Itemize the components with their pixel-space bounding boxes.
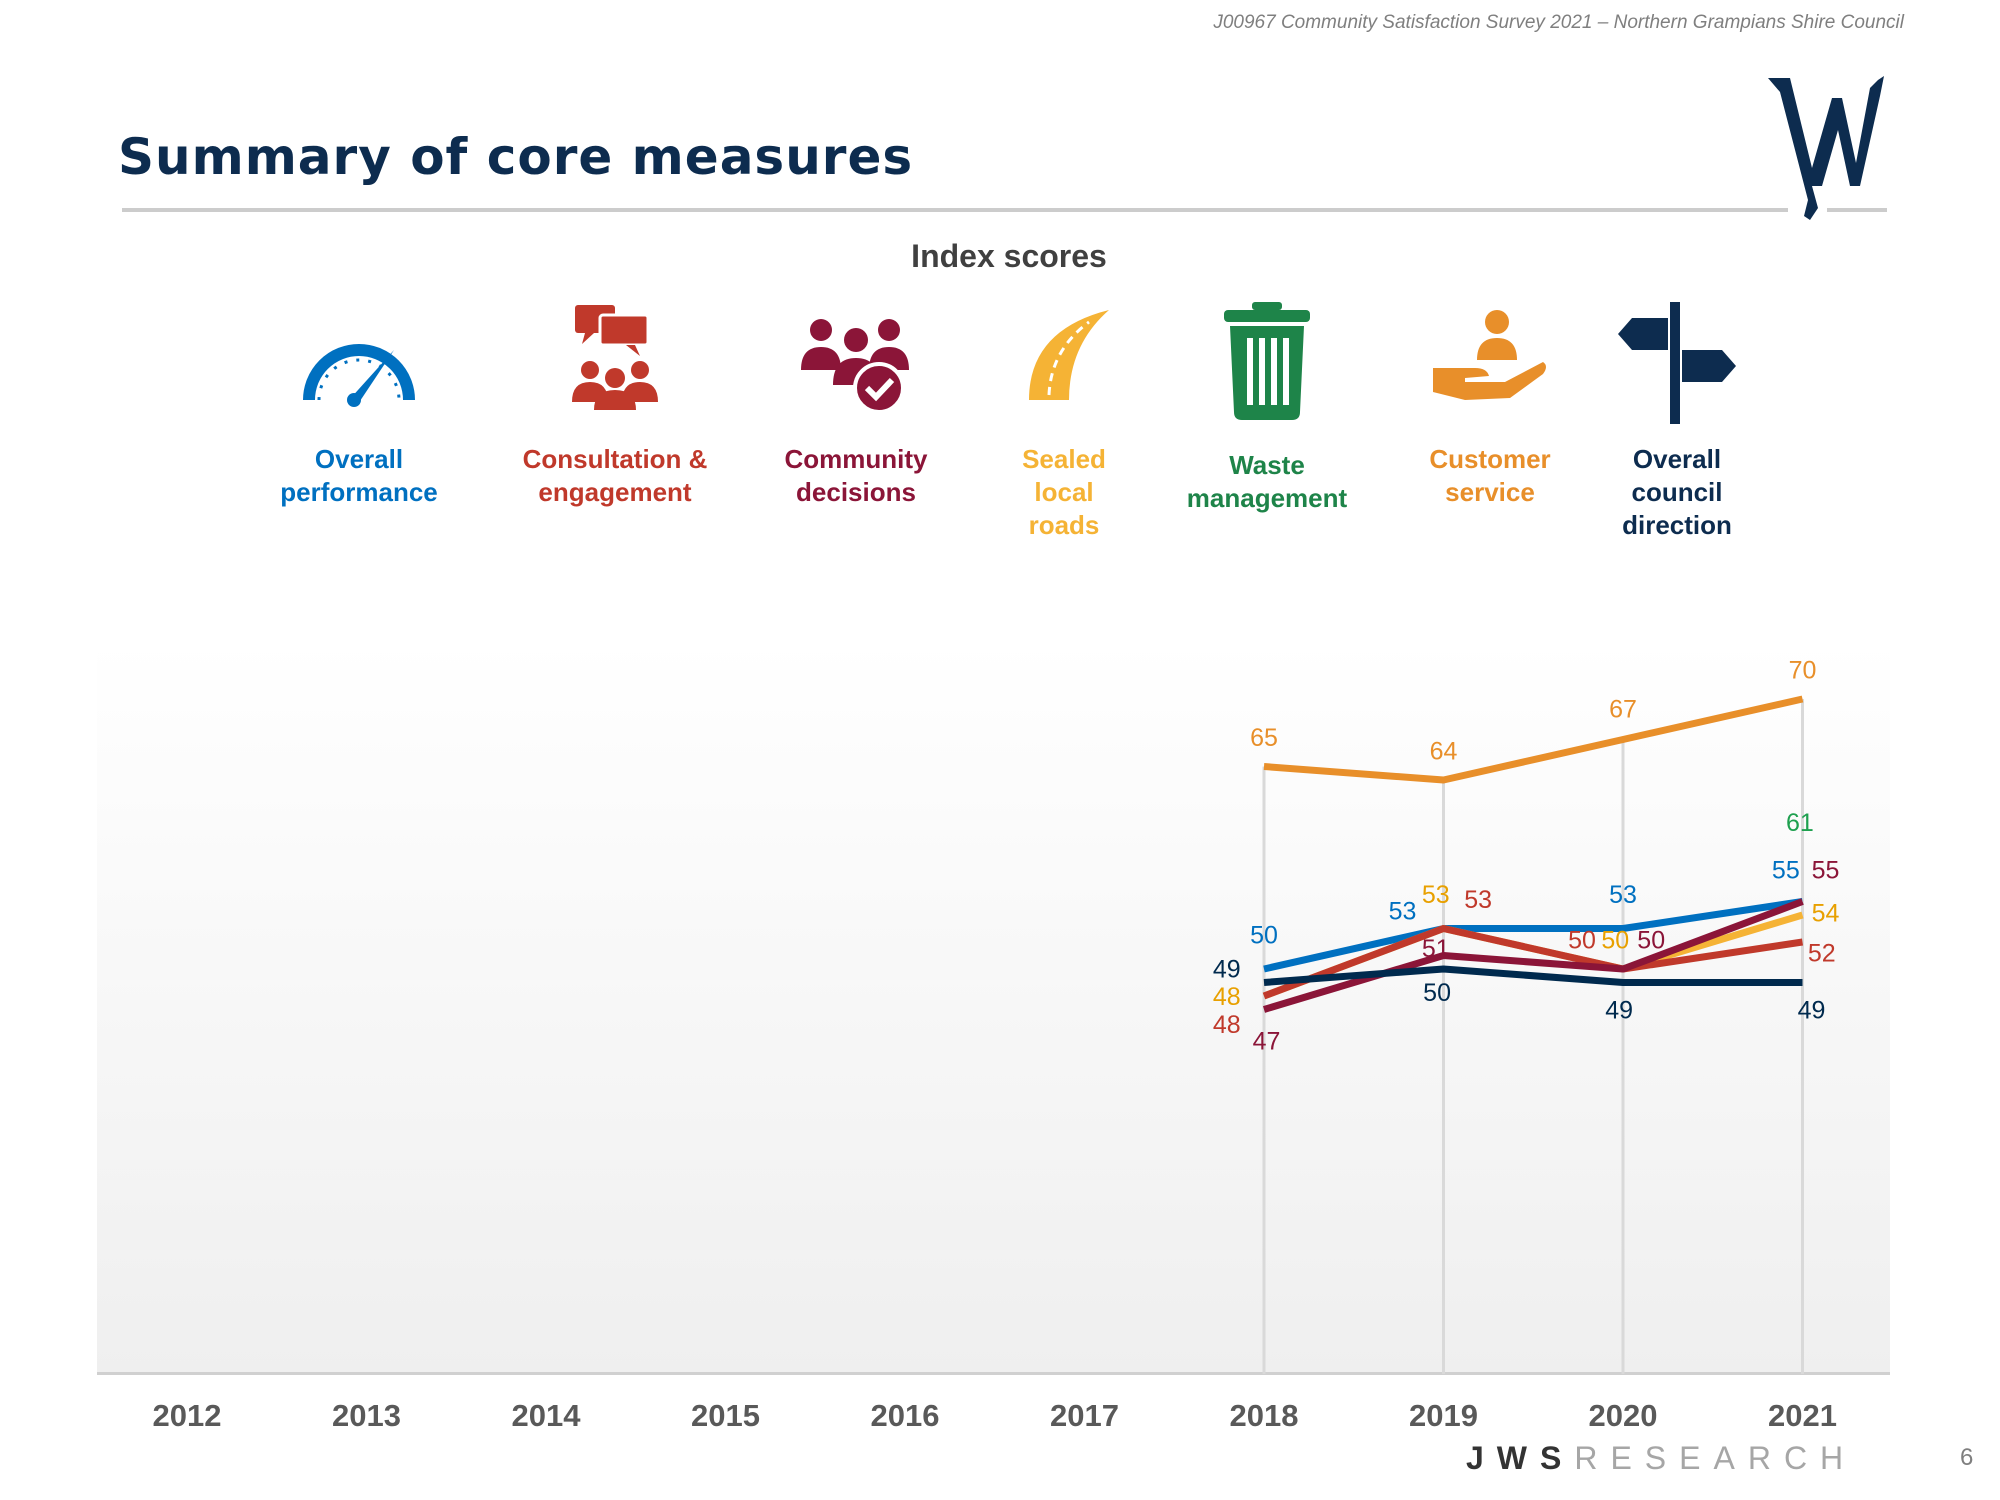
measure-label: Overall council direction	[1557, 443, 1797, 542]
data-label: 47	[1253, 1027, 1281, 1055]
measure-label: Overall performance	[239, 443, 479, 509]
document-header: J00967 Community Satisfaction Survey 202…	[1213, 12, 1904, 33]
data-label: 70	[1789, 657, 1817, 685]
data-label: 49	[1798, 996, 1826, 1024]
data-label: 53	[1464, 886, 1492, 914]
x-tick-label: 2012	[152, 1398, 222, 1433]
data-label: 53	[1609, 881, 1637, 909]
x-tick-label: 2017	[1050, 1398, 1119, 1433]
page-number: 6	[1960, 1444, 1974, 1471]
trash-bin-icon	[1224, 302, 1310, 420]
measure-label-line: direction	[1622, 510, 1732, 540]
hand-person-icon	[1433, 310, 1546, 400]
measure-label-line: local	[1034, 477, 1094, 507]
measure-overall-performance: Overall performance	[239, 300, 479, 509]
measure-sealed-local-roads: Sealed local roads	[944, 300, 1184, 542]
road-icon	[1029, 310, 1109, 400]
measure-label-line: Overall	[314, 444, 404, 474]
data-label: 54	[1812, 899, 1840, 927]
chart-plot-area	[97, 640, 1890, 1374]
jws-logo	[1768, 76, 1884, 220]
data-label: 53	[1422, 881, 1450, 909]
data-label: 49	[1213, 955, 1241, 983]
x-axis-line	[97, 1372, 1890, 1375]
speedometer-icon	[303, 344, 415, 407]
data-label: 50	[1568, 927, 1596, 955]
data-label: 61	[1786, 809, 1814, 837]
people-speech-icon	[572, 305, 658, 410]
measure-label: Sealed local roads	[944, 443, 1184, 542]
measure-label-line: council	[1631, 477, 1723, 507]
measure-label-line: decisions	[796, 477, 916, 507]
measure-label: Waste management	[1147, 449, 1387, 515]
measure-overall-council-direction: Overall council direction	[1557, 300, 1797, 542]
x-tick-label: 2014	[511, 1398, 581, 1433]
data-label: 52	[1808, 939, 1836, 967]
x-tick-label: 2021	[1768, 1398, 1837, 1433]
chart-subtitle: Index scores	[911, 238, 1107, 274]
measure-label-line: Waste	[1229, 450, 1305, 480]
footer-brand-light: RESEARCH	[1574, 1440, 1857, 1476]
data-label: 53	[1389, 898, 1417, 926]
measure-consultation-engagement: Consultation & engagement	[495, 300, 735, 509]
data-label: 65	[1250, 724, 1278, 752]
data-label: 50	[1637, 927, 1665, 955]
series-line-customer-service	[1263, 695, 1804, 784]
measure-label-line: management	[1186, 483, 1348, 513]
measure-label-line: Consultation &	[522, 444, 708, 474]
data-label: 50	[1601, 927, 1629, 955]
data-label: 51	[1422, 935, 1450, 963]
page-title: Summary of core measures	[118, 128, 914, 186]
x-tick-label: 2018	[1229, 1398, 1299, 1433]
x-tick-label: 2019	[1409, 1398, 1478, 1433]
measure-label: Community decisions	[736, 443, 976, 509]
data-label: 50	[1423, 979, 1451, 1007]
data-label: 55	[1812, 856, 1840, 884]
measure-label-line: performance	[280, 477, 438, 507]
data-label: 48	[1213, 983, 1241, 1011]
measure-label-line: engagement	[538, 477, 692, 507]
x-tick-label: 2015	[691, 1398, 760, 1433]
series-line-overall-performance	[1263, 898, 1804, 973]
series-line-community-decisions	[1262, 898, 1804, 1013]
series-line-overall-council-direction	[1263, 965, 1803, 986]
data-label: 50	[1250, 921, 1278, 949]
measure-label-line: roads	[1028, 510, 1100, 540]
measure-label-line: Community	[784, 444, 928, 474]
measure-label-line: Sealed	[1022, 444, 1106, 474]
people-check-icon	[801, 319, 909, 414]
title-divider	[122, 208, 1788, 212]
data-label: 55	[1772, 856, 1800, 884]
series-line-consultation-engagement	[1262, 925, 1804, 1000]
measure-label-line: Overall	[1632, 444, 1722, 474]
measure-customer-service: Customer service	[1370, 300, 1610, 509]
measure-community-decisions: Community decisions	[736, 300, 976, 509]
measure-label: Customer service	[1370, 443, 1610, 509]
measure-waste-management: Waste management	[1147, 300, 1387, 515]
measure-label-line: service	[1445, 477, 1535, 507]
footer-brand-bold: JWS	[1466, 1440, 1575, 1476]
measure-label: Consultation & engagement	[495, 443, 735, 509]
data-label: 49	[1605, 996, 1633, 1024]
data-label: 64	[1430, 738, 1458, 766]
title-divider-right	[1827, 208, 1887, 212]
data-label: 48	[1213, 1011, 1241, 1039]
signpost-icon	[1618, 302, 1736, 424]
measure-label-line: Customer	[1429, 444, 1551, 474]
x-tick-label: 2013	[332, 1398, 401, 1433]
x-tick-label: 2016	[870, 1398, 940, 1433]
footer-brand: JWSRESEARCH	[1466, 1440, 1856, 1477]
data-label: 67	[1609, 696, 1637, 724]
x-tick-label: 2020	[1588, 1398, 1658, 1433]
